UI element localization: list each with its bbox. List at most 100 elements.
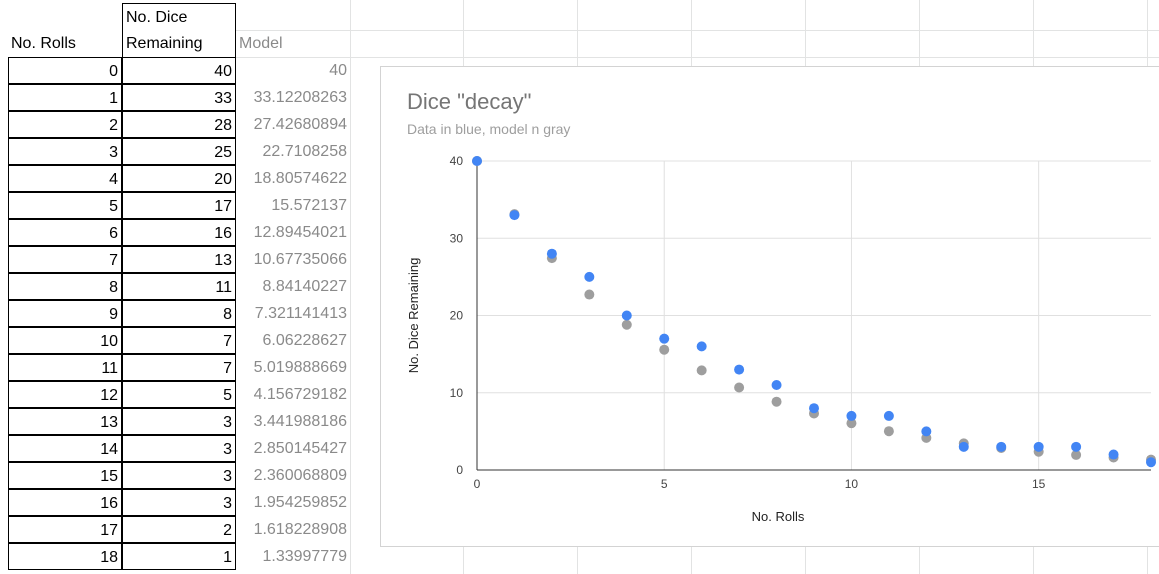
- cell-model[interactable]: 8.84140227: [262, 278, 347, 295]
- cell-dice-remaining[interactable]: 2: [122, 516, 236, 543]
- cell-model[interactable]: 15.572137: [271, 197, 347, 214]
- cell-dice-remaining[interactable]: 7: [122, 354, 236, 381]
- x-tick-label: 15: [1032, 477, 1046, 491]
- cell-dice-remaining[interactable]: 33: [122, 84, 236, 111]
- cell-rolls[interactable]: 15: [8, 462, 122, 489]
- cell-model[interactable]: 18.80574622: [253, 170, 347, 187]
- cell-rolls[interactable]: 8: [8, 273, 122, 300]
- data-point: [621, 310, 632, 321]
- cell-model[interactable]: 3.441988186: [253, 413, 347, 430]
- cell-rolls[interactable]: 7: [8, 246, 122, 273]
- grid-row-line: [236, 57, 1159, 58]
- cell-dice-remaining[interactable]: 1: [122, 543, 236, 570]
- data-point: [771, 396, 782, 407]
- cell-rolls[interactable]: 9: [8, 300, 122, 327]
- cell-dice-remaining[interactable]: 16: [122, 219, 236, 246]
- data-point: [1108, 449, 1119, 460]
- cell-rolls[interactable]: 10: [8, 327, 122, 354]
- cell-rolls[interactable]: 2: [8, 111, 122, 138]
- cell-model[interactable]: 5.019888669: [253, 359, 347, 376]
- cell-dice-remaining[interactable]: 3: [122, 489, 236, 516]
- data-point: [696, 341, 707, 352]
- cell-model[interactable]: 12.89454021: [253, 224, 347, 241]
- data-point: [546, 248, 557, 259]
- header-rolls[interactable]: No. Rolls: [11, 35, 76, 52]
- cell-rolls[interactable]: 1: [8, 84, 122, 111]
- data-point: [809, 403, 819, 414]
- cell-rolls[interactable]: 6: [8, 219, 122, 246]
- cell-dice-remaining[interactable]: 5: [122, 381, 236, 408]
- data-point: [734, 364, 745, 375]
- cell-dice-remaining[interactable]: 3: [122, 435, 236, 462]
- scatter-chart[interactable]: Dice "decay" Data in blue, model n gray …: [380, 66, 1159, 547]
- data-point: [659, 344, 670, 355]
- cell-dice-remaining[interactable]: 11: [122, 273, 236, 300]
- cell-dice-remaining[interactable]: 25: [122, 138, 236, 165]
- cell-rolls[interactable]: 13: [8, 408, 122, 435]
- data-point: [846, 410, 857, 421]
- cell-model[interactable]: 7.321141413: [254, 305, 347, 322]
- x-tick-label: 10: [845, 477, 859, 491]
- cell-model[interactable]: 10.67735066: [253, 251, 347, 268]
- cell-rolls[interactable]: 17: [8, 516, 122, 543]
- data-point: [996, 441, 1007, 452]
- cell-dice-remaining[interactable]: 7: [122, 327, 236, 354]
- data-point: [472, 156, 482, 166]
- cell-model[interactable]: 40: [329, 62, 347, 79]
- y-tick-label: 20: [450, 309, 464, 323]
- y-tick-label: 0: [456, 463, 463, 477]
- data-point: [1033, 441, 1044, 452]
- cell-model[interactable]: 2.850145427: [253, 440, 347, 457]
- cell-rolls[interactable]: 5: [8, 192, 122, 219]
- cell-dice-remaining[interactable]: 20: [122, 165, 236, 192]
- cell-dice-remaining[interactable]: 3: [122, 408, 236, 435]
- data-point: [584, 289, 595, 300]
- chart-subtitle: Data in blue, model n gray: [407, 121, 571, 137]
- cell-dice-remaining[interactable]: 3: [122, 462, 236, 489]
- cell-model[interactable]: 22.7108258: [262, 143, 347, 160]
- data-point: [509, 210, 520, 221]
- cell-model[interactable]: 1.954259852: [253, 494, 347, 511]
- x-tick-label: 0: [474, 477, 481, 491]
- cell-dice-remaining[interactable]: 40: [122, 57, 236, 84]
- cell-rolls[interactable]: 3: [8, 138, 122, 165]
- cell-model[interactable]: 27.42680894: [253, 116, 347, 133]
- header-dice-line2[interactable]: Remaining: [122, 30, 236, 57]
- cell-dice-remaining[interactable]: 8: [122, 300, 236, 327]
- cell-dice-remaining[interactable]: 17: [122, 192, 236, 219]
- header-model[interactable]: Model: [239, 35, 283, 52]
- data-point: [883, 410, 894, 421]
- cell-rolls[interactable]: 11: [8, 354, 122, 381]
- data-point: [846, 418, 857, 429]
- header-dice-line1[interactable]: No. Dice: [122, 3, 236, 30]
- cell-dice-remaining[interactable]: 13: [122, 246, 236, 273]
- cell-rolls[interactable]: 0: [8, 57, 122, 84]
- y-tick-label: 10: [450, 386, 464, 400]
- cell-model[interactable]: 4.156729182: [253, 386, 347, 403]
- cell-dice-remaining[interactable]: 28: [122, 111, 236, 138]
- x-tick-label: 5: [661, 477, 668, 491]
- cell-rolls[interactable]: 4: [8, 165, 122, 192]
- cell-model[interactable]: 6.06228627: [262, 332, 347, 349]
- data-point: [696, 365, 707, 376]
- data-point: [584, 271, 595, 282]
- y-tick-label: 40: [450, 154, 464, 168]
- cell-rolls[interactable]: 12: [8, 381, 122, 408]
- data-point: [883, 426, 894, 437]
- cell-rolls[interactable]: 14: [8, 435, 122, 462]
- data-point: [659, 333, 670, 344]
- cell-model[interactable]: 33.12208263: [253, 89, 347, 106]
- y-axis-title: No. Dice Remaining: [406, 258, 421, 374]
- data-point: [1071, 449, 1082, 460]
- grid-row-line: [236, 30, 1159, 31]
- chart-title: Dice "decay": [407, 89, 532, 114]
- data-point: [921, 426, 932, 437]
- cell-model[interactable]: 1.33997779: [262, 548, 347, 565]
- data-point: [734, 382, 745, 393]
- cell-model[interactable]: 2.360068809: [253, 467, 347, 484]
- data-point: [958, 441, 969, 452]
- cell-rolls[interactable]: 16: [8, 489, 122, 516]
- cell-rolls[interactable]: 18: [8, 543, 122, 570]
- cell-model[interactable]: 1.618228908: [253, 521, 347, 538]
